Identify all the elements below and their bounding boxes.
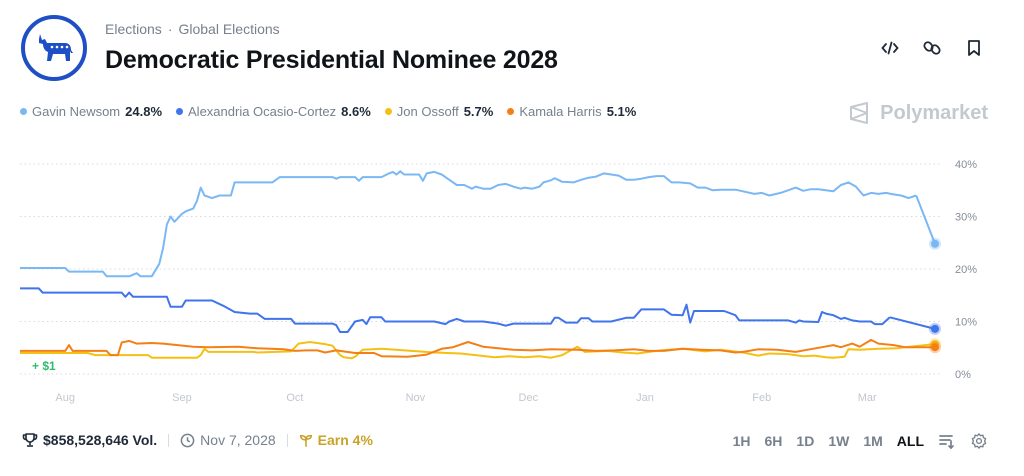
range-all[interactable]: ALL (896, 433, 924, 449)
x-tick-label: Feb (752, 392, 771, 404)
legend-name: Jon Ossoff (396, 104, 459, 119)
x-tick-label: Dec (519, 392, 539, 404)
earn-label: Earn 4% (317, 432, 373, 448)
price-history-chart[interactable]: 0% 10% 20% 30% 40% Aug Sep Oct Nov Dec Jan Feb Mar + … (0, 140, 1024, 415)
legend-dot (384, 108, 392, 115)
series-line-alexandria-ocasio-cortez (20, 287, 891, 333)
legend-name: Alexandria Ocasio-Cortez (188, 104, 337, 119)
volume-value: $858,528,646 Vol. (43, 432, 158, 448)
market-footer: $858,528,646 Vol. Nov 7, 2028 Earn 4% (22, 432, 373, 448)
legend-dot (20, 108, 27, 115)
breadcrumb-separator: · (167, 21, 173, 37)
range-1m[interactable]: 1M (863, 433, 883, 449)
chart-legend: Gavin Newsom 24.8% Alexandria Ocasio-Cort… (20, 104, 636, 119)
legend-value: 24.8% (125, 104, 163, 119)
legend-value: 5.1% (606, 104, 637, 119)
legend-item[interactable]: Alexandria Ocasio-Cortez 8.6% (176, 104, 371, 119)
footer-divider (286, 433, 288, 447)
democratic-donkey-icon (21, 15, 87, 81)
bookmark-icon (968, 40, 980, 56)
polymarket-brand: Polymarket (848, 101, 988, 125)
legend-dot (507, 108, 515, 115)
legend-value: 5.7% (463, 104, 494, 119)
header-actions (880, 38, 984, 58)
legend-value: 8.6% (341, 104, 371, 119)
legend-item[interactable]: Jon Ossoff 5.7% (384, 104, 494, 119)
y-tick-label: 30% (955, 212, 977, 224)
polymarket-logo-icon (850, 102, 869, 124)
sort-button[interactable] (938, 432, 956, 450)
legend-item[interactable]: Gavin Newsom 24.8% (20, 104, 162, 119)
legend-item[interactable]: Kamala Harris 5.1% (507, 104, 636, 119)
range-1h[interactable]: 1H (732, 433, 751, 449)
range-1d[interactable]: 1D (796, 433, 815, 449)
settings-button[interactable] (970, 432, 988, 450)
footer-divider (168, 433, 170, 447)
x-tick-label: Nov (406, 392, 426, 404)
series-line-kamala-harris (20, 338, 906, 358)
x-tick-label: Oct (286, 392, 303, 404)
page-title: Democratic Presidential Nominee 2028 (105, 46, 558, 74)
x-tick-label: Sep (172, 392, 192, 404)
chart-annotation: + $1 (32, 359, 56, 373)
legend-name: Kamala Harris (519, 104, 602, 119)
copy-link-button[interactable] (922, 38, 942, 58)
end-date: Nov 7, 2028 (180, 432, 276, 448)
range-6h[interactable]: 6H (764, 433, 783, 449)
volume: $858,528,646 Vol. (22, 432, 157, 448)
sprout-icon (299, 434, 312, 447)
clock-icon (180, 433, 195, 447)
code-icon (881, 41, 899, 55)
x-tick-label: Jan (636, 392, 654, 404)
y-tick-label: 40% (955, 159, 977, 171)
embed-button[interactable] (880, 38, 900, 58)
range-1w[interactable]: 1W (828, 433, 850, 449)
trophy-icon (22, 433, 38, 447)
series-line-tail (915, 195, 936, 245)
breadcrumb: Elections · Global Elections (105, 21, 280, 37)
legend-name: Gavin Newsom (32, 104, 121, 119)
y-tick-label: 10% (955, 317, 977, 329)
link-icon (923, 41, 941, 55)
gear-icon (971, 433, 987, 449)
x-tick-label: Aug (55, 392, 75, 404)
brand-name: Polymarket (880, 101, 988, 124)
time-range-selector: 1H 6H 1D 1W 1M ALL (733, 432, 988, 450)
end-date-value: Nov 7, 2028 (200, 432, 276, 448)
earn-rewards[interactable]: Earn 4% (299, 432, 373, 448)
legend-dot (176, 108, 184, 115)
series-line-jon-ossoff (20, 341, 906, 360)
breadcrumb-elections[interactable]: Elections (105, 21, 162, 37)
sort-lines-icon (939, 435, 954, 450)
series-line-tail (889, 316, 936, 330)
y-tick-label: 0% (955, 369, 971, 381)
series-line-gavin-newsom (20, 170, 917, 278)
y-tick-label: 20% (955, 264, 977, 276)
bookmark-button[interactable] (964, 38, 984, 58)
breadcrumb-global-elections[interactable]: Global Elections (178, 21, 280, 37)
x-tick-label: Mar (858, 392, 877, 404)
